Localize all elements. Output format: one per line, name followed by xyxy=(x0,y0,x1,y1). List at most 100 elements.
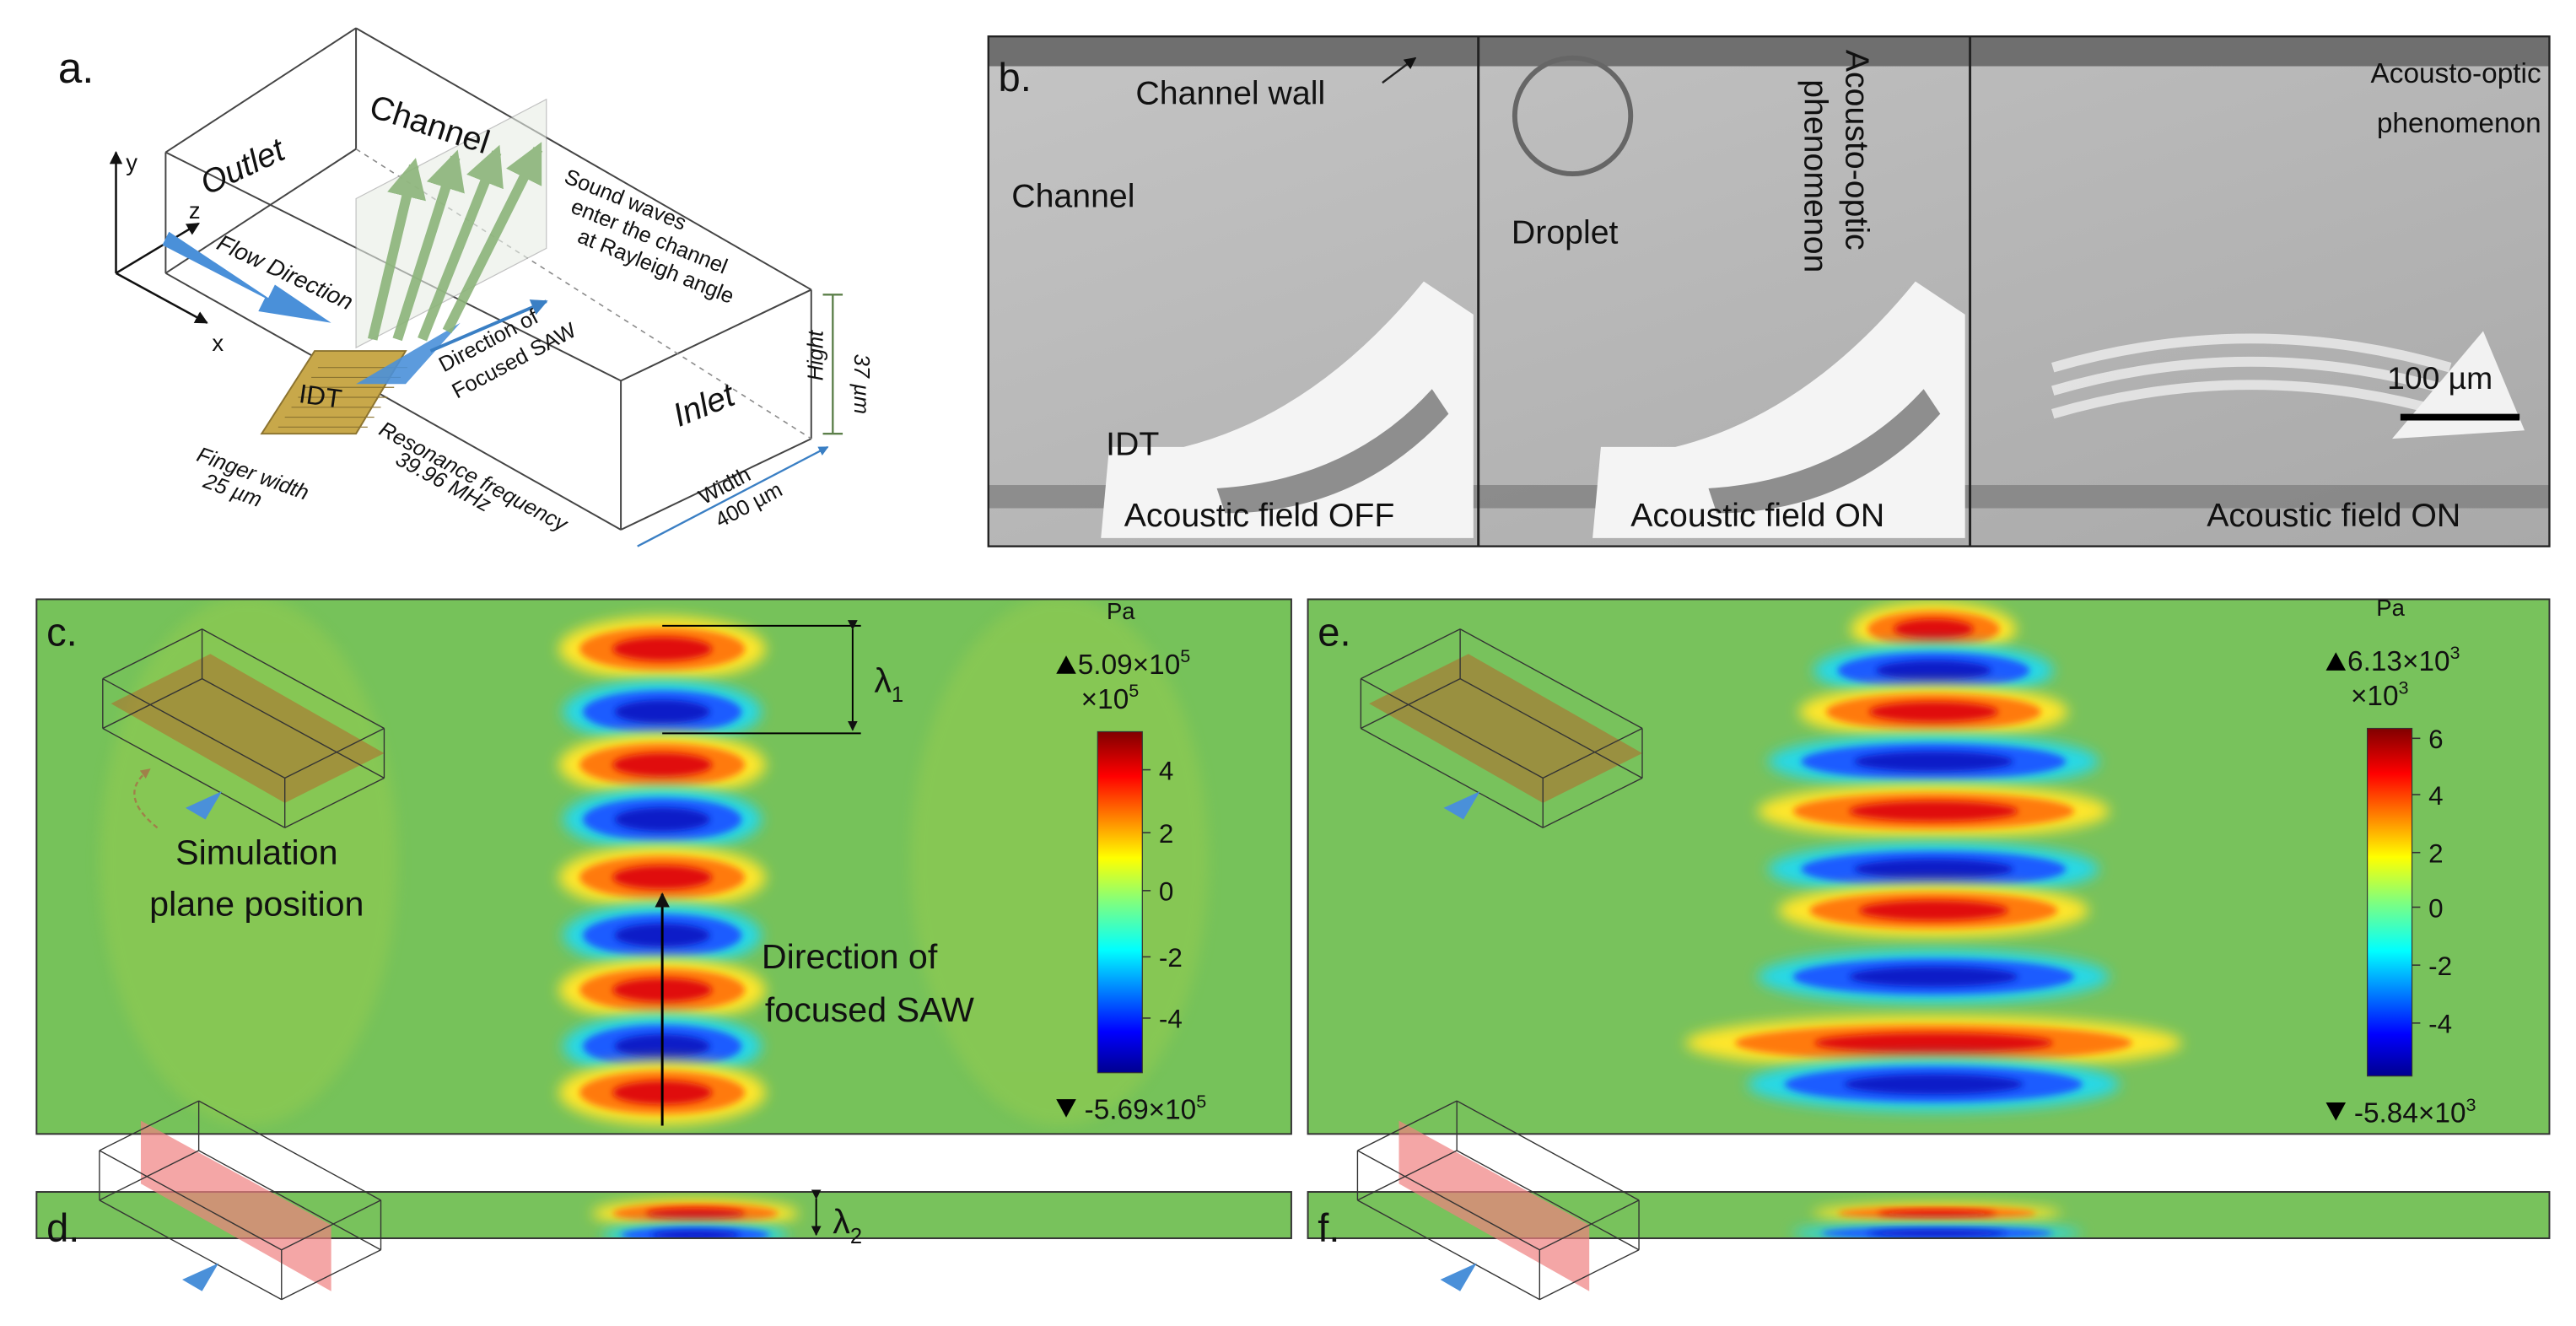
mantissa: 6.13×10 xyxy=(2347,646,2450,677)
panel-f: f. xyxy=(1307,1100,2551,1301)
lobe-core xyxy=(1876,660,1991,681)
line xyxy=(429,299,548,353)
lobe-core xyxy=(1877,1210,1997,1217)
panel-b-text: b. Channel wall Channel IDT Acoustic field O… xyxy=(999,50,2541,534)
line xyxy=(1542,777,1643,828)
line xyxy=(99,1150,283,1251)
colorbar-multiplier: ×103 xyxy=(2351,676,2409,712)
label: Hight xyxy=(805,330,828,380)
exponent: 5 xyxy=(1196,1091,1206,1112)
label: Acoustic field ON xyxy=(1630,497,1884,534)
lobe-core xyxy=(612,637,713,661)
shape xyxy=(2051,380,2452,419)
colorbar-tick-label: 2 xyxy=(2428,838,2443,868)
line xyxy=(620,288,812,382)
label: Resonance frequency xyxy=(375,418,573,537)
line xyxy=(202,628,385,730)
line xyxy=(1357,1199,1540,1301)
line xyxy=(637,445,829,547)
line xyxy=(1361,727,1544,828)
line xyxy=(115,272,208,324)
colorbar-tick-label: 4 xyxy=(2428,781,2443,811)
colorbar-min: -5.84×103 xyxy=(2354,1094,2476,1129)
line xyxy=(392,149,465,342)
line xyxy=(1382,57,1417,84)
label: focused SAW xyxy=(765,990,974,1029)
line xyxy=(367,158,426,341)
label: Inlet xyxy=(668,375,741,434)
line xyxy=(1361,678,1461,730)
label: phenomenon xyxy=(1797,79,1834,272)
colorbar-multiplier: ×105 xyxy=(1081,680,1140,715)
panel-label: a. xyxy=(58,44,94,92)
lobe-core xyxy=(1894,618,1974,639)
colorbar xyxy=(2366,727,2413,1077)
shape xyxy=(1056,1099,1076,1118)
line xyxy=(1539,1249,1640,1301)
lobe-core xyxy=(1849,967,2018,987)
wavelength: λ1 xyxy=(874,660,903,707)
lobe-core xyxy=(1868,702,1998,722)
subscript: 1 xyxy=(892,683,903,707)
label: 100 µm xyxy=(2387,360,2492,396)
shape xyxy=(110,654,385,803)
line xyxy=(202,678,385,779)
line xyxy=(1357,1150,1540,1251)
label: IDT xyxy=(1106,426,1159,463)
lobe-core xyxy=(614,699,710,724)
colorbar-max: 5.09×105 xyxy=(1078,645,1191,681)
line xyxy=(164,272,622,531)
lobe-core xyxy=(614,807,710,832)
colorbar-tick-label: -4 xyxy=(2428,1010,2452,1039)
line xyxy=(418,144,504,342)
base: ×10 xyxy=(2351,681,2399,712)
panel-label: e. xyxy=(1318,609,1350,654)
exponent: 3 xyxy=(2450,642,2460,663)
frame xyxy=(35,598,1292,1135)
label: Channel xyxy=(1011,177,1134,214)
line xyxy=(102,727,286,828)
mantissa: -5.69×10 xyxy=(1085,1095,1197,1126)
shape xyxy=(2051,356,2452,396)
line xyxy=(198,1100,381,1201)
label: Simulation xyxy=(175,833,337,871)
panel-label: b. xyxy=(999,55,1032,100)
shape xyxy=(185,791,223,820)
line xyxy=(1539,1199,1640,1251)
subscript: 2 xyxy=(850,1225,862,1248)
line xyxy=(281,1249,381,1301)
line xyxy=(1357,1150,1458,1201)
colorbar-tick-label: 0 xyxy=(1159,877,1173,907)
lobe-core xyxy=(612,865,713,890)
shape xyxy=(2325,1102,2347,1121)
line xyxy=(355,27,812,291)
lobe-core xyxy=(1849,800,2018,822)
lobe-core xyxy=(1814,1032,2053,1054)
exponent: 3 xyxy=(2466,1094,2476,1115)
shape xyxy=(1708,389,1941,514)
mantissa: 5.09×10 xyxy=(1078,650,1181,681)
line xyxy=(1361,628,1461,680)
droplet xyxy=(1512,55,1634,177)
line xyxy=(115,222,200,274)
line xyxy=(1456,1150,1640,1251)
lobe-core xyxy=(1867,1229,2007,1237)
line xyxy=(102,678,202,730)
exponent: 3 xyxy=(2399,676,2409,698)
colorbar-tick-label: -4 xyxy=(1159,1005,1183,1034)
shape xyxy=(2325,652,2347,671)
shape xyxy=(1440,1263,1477,1291)
shape xyxy=(1369,654,1642,803)
label: y xyxy=(126,149,137,175)
line xyxy=(442,142,543,334)
label: Acousto-optic xyxy=(1838,50,1875,251)
shape xyxy=(133,768,159,829)
shape xyxy=(1443,791,1480,820)
panel-b xyxy=(988,36,2550,547)
wavelength: λ2 xyxy=(833,1202,862,1248)
colorbar-tick-label: 0 xyxy=(2428,893,2443,923)
label: phenomenon xyxy=(2377,108,2541,139)
panel-label: c. xyxy=(46,609,78,654)
base: ×10 xyxy=(1081,684,1129,715)
